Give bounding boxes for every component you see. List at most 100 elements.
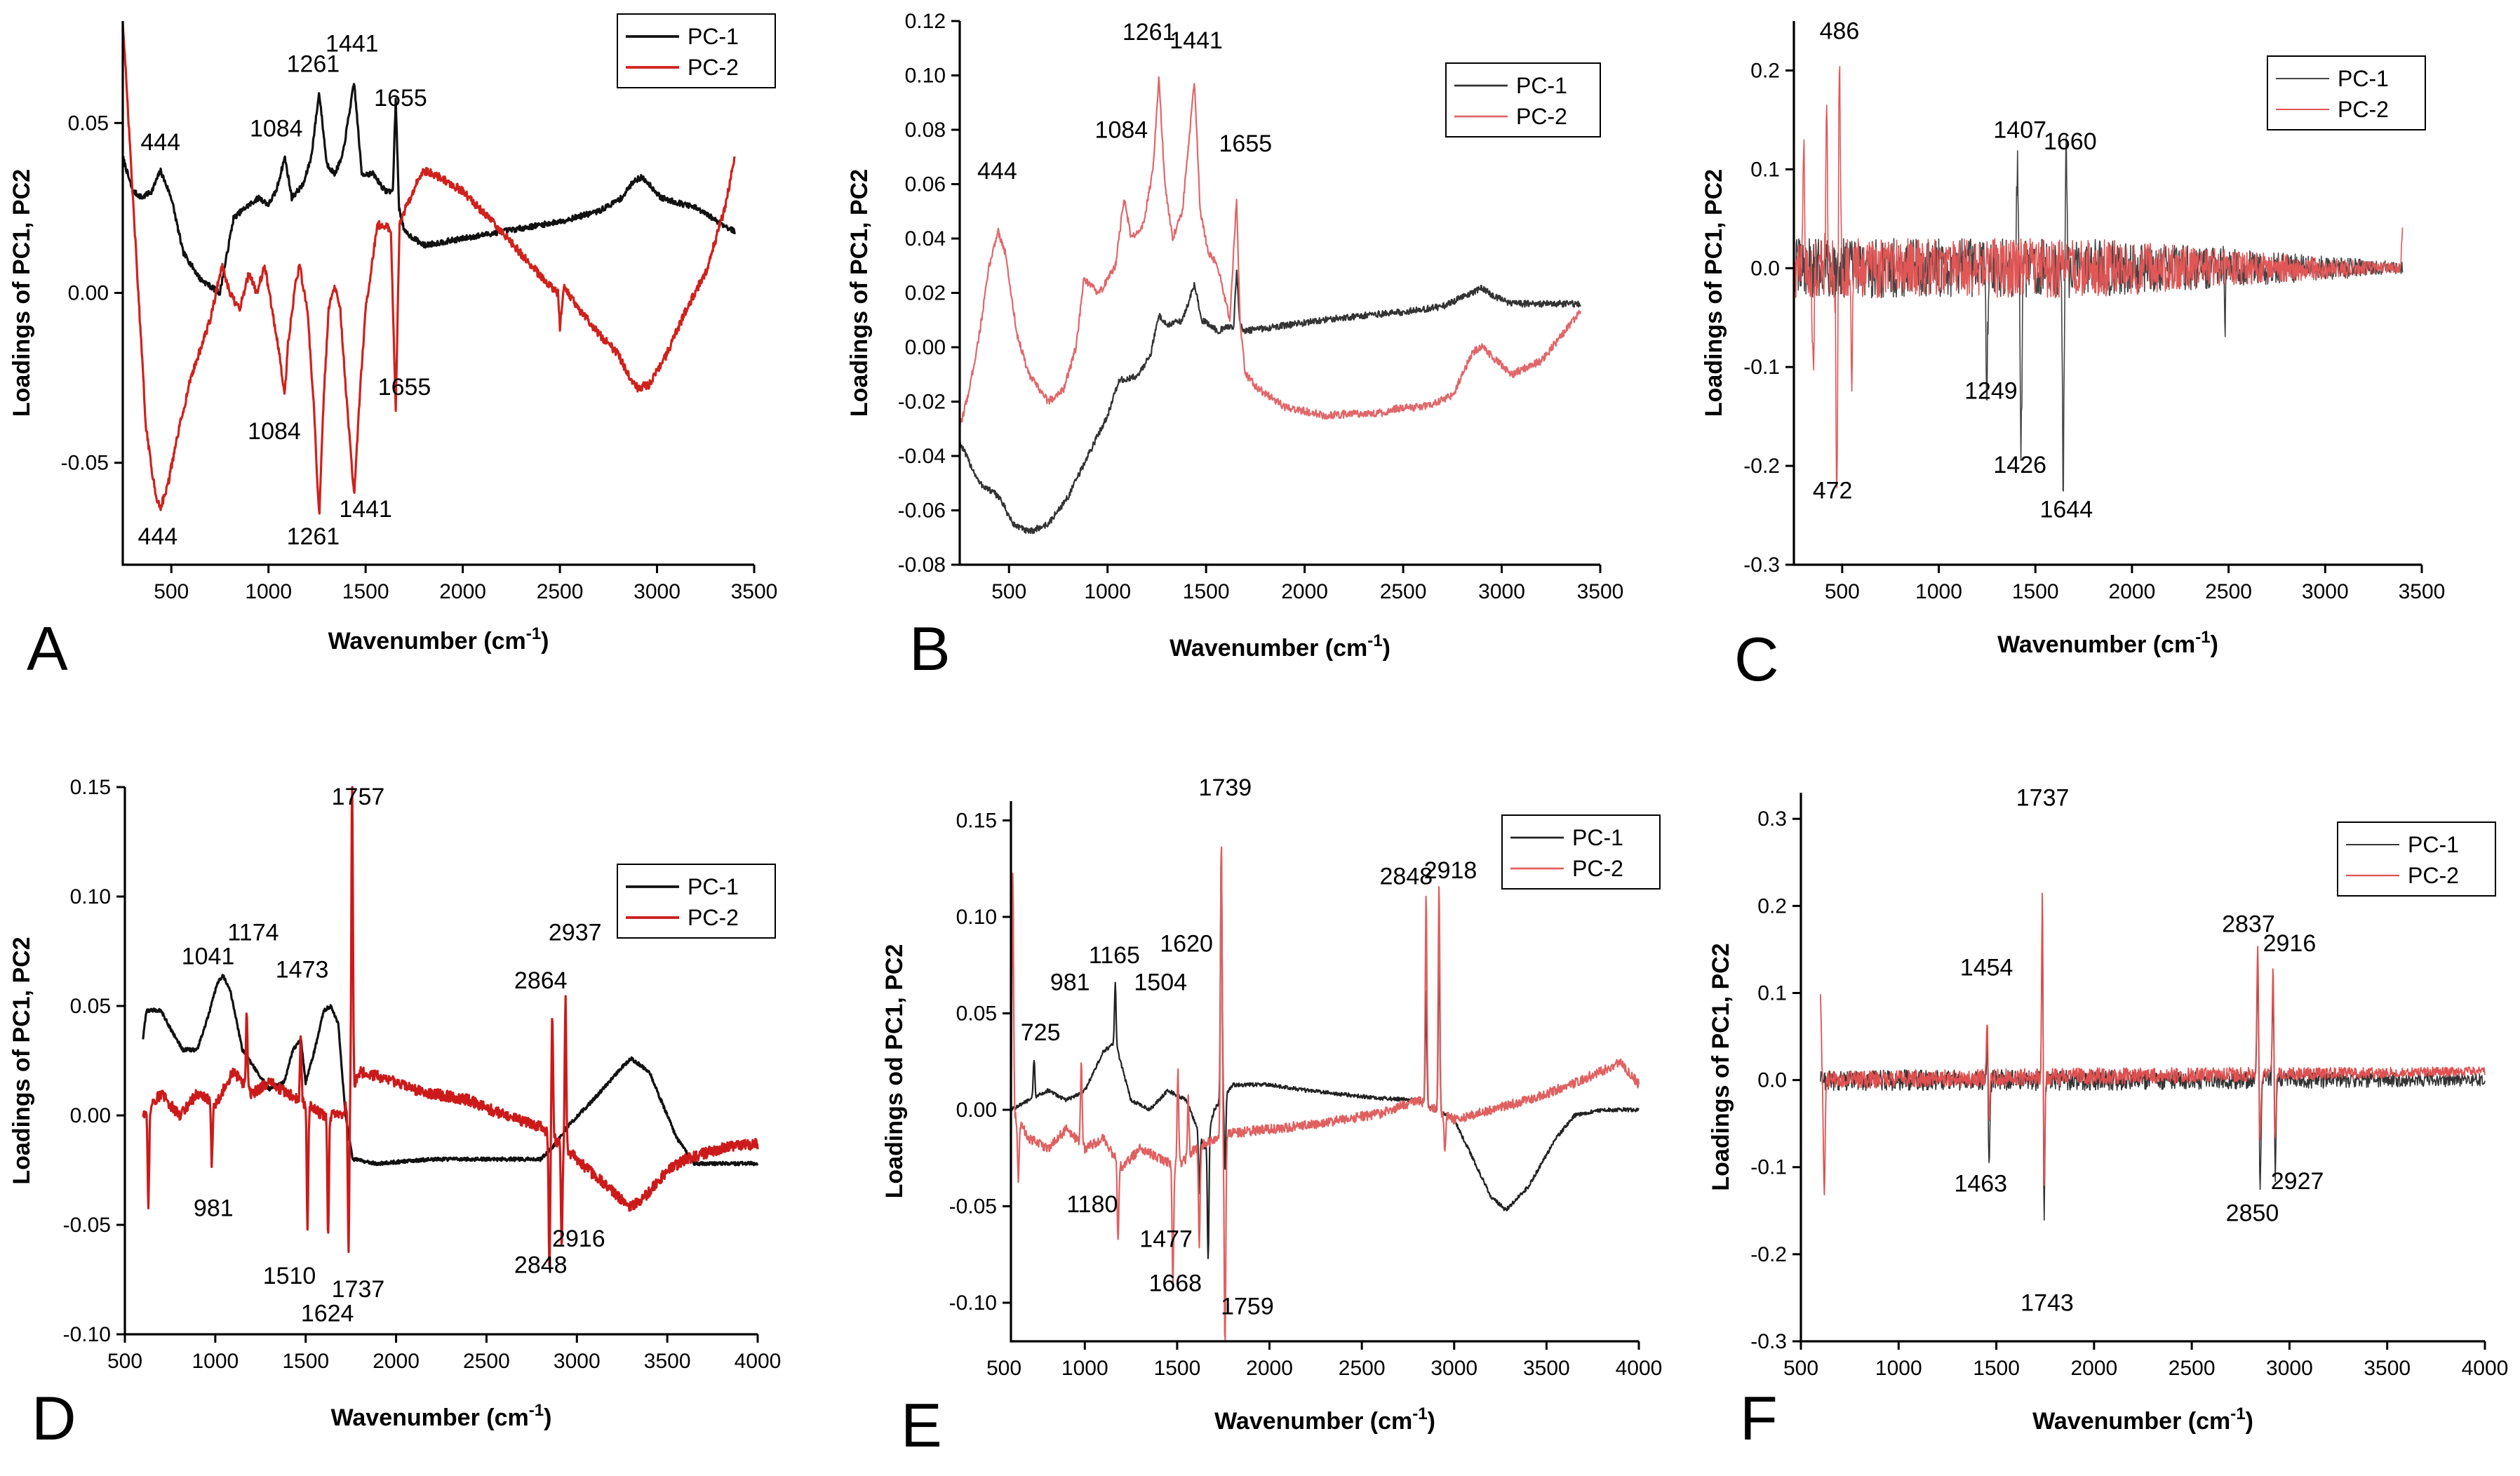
peak-label: 1084: [1095, 117, 1148, 144]
legend-label: PC-1: [2338, 66, 2389, 91]
chart-panel-b: 500 1000 1500 2000 2500 3000 3500 -0.08 -0.06 -0.…: [846, 10, 1623, 683]
y-tick-label: 0.08: [905, 119, 946, 142]
y-tick-label: 0.1: [1757, 981, 1787, 1005]
y-tick-label: -0.1: [1750, 1156, 1787, 1179]
peak-label: 1668: [1148, 1270, 1202, 1297]
x-tick-label: 2500: [1339, 1357, 1386, 1380]
y-tick-label: 0.04: [905, 227, 946, 250]
panel-letter: C: [1734, 624, 1779, 694]
peak-label: 1510: [263, 1263, 316, 1289]
series-line-pc-2: [1010, 846, 1640, 1341]
y-tick-label: -0.3: [1743, 554, 1780, 577]
legend-label: PC-1: [688, 24, 739, 49]
x-tick-label: 3500: [731, 580, 778, 603]
y-tick-label: -0.10: [949, 1292, 997, 1315]
y-tick-label: 0.15: [956, 810, 997, 833]
x-tick-label: 2500: [463, 1350, 510, 1373]
peak-label: 1624: [301, 1300, 354, 1327]
x-axis-label: Wavenumber (cm-1): [1997, 628, 2218, 658]
peak-label: 1249: [1964, 377, 2018, 404]
panel-letter: D: [32, 1383, 76, 1453]
chart-panel-f: 500 1000 1500 2000 2500 3000 3500 4000 -0.3 -0.2 -…: [1708, 785, 2508, 1453]
panel-letter: A: [27, 614, 68, 683]
legend-label: PC-2: [1516, 104, 1567, 129]
peak-label: 1426: [1993, 452, 2046, 478]
series-line-pc-2: [121, 22, 736, 515]
y-tick-label: 0.3: [1757, 807, 1787, 831]
x-tick-label: 3500: [2399, 580, 2446, 603]
legend-label: PC-1: [1572, 825, 1623, 850]
x-axis-label: Wavenumber (cm-1): [328, 624, 549, 655]
x-tick-label: 2000: [373, 1350, 420, 1373]
x-tick-label: 1000: [1915, 580, 1962, 603]
series-line-pc-2: [142, 786, 759, 1267]
peak-label: 444: [977, 158, 1017, 184]
x-tick-label: 500: [991, 580, 1026, 603]
chart-panel-a: 500 1000 1500 2000 2500 3000 3500 -0.05 0.00 0.05…: [8, 13, 778, 683]
legend-label: PC-1: [1516, 73, 1567, 98]
peak-label: 2848: [1380, 863, 1433, 890]
legend-label: PC-1: [2408, 832, 2459, 857]
peak-label: 1261: [1122, 19, 1176, 46]
x-tick-label: 4000: [1616, 1357, 1663, 1380]
peak-label: 2850: [2226, 1200, 2279, 1227]
y-tick-label: -0.2: [1750, 1243, 1787, 1266]
peak-label: 1655: [378, 374, 431, 401]
x-tick-label: 3500: [1523, 1357, 1570, 1380]
x-axis-label: Wavenumber (cm-1): [331, 1401, 552, 1431]
peak-label: 1084: [250, 116, 303, 142]
peak-label: 1084: [248, 418, 301, 445]
x-tick-label: 3000: [634, 580, 681, 603]
peak-label: 444: [140, 129, 180, 156]
peak-label: 1407: [1993, 116, 2046, 143]
y-tick-label: 0.0: [1750, 257, 1780, 280]
panel-letter: B: [909, 614, 951, 683]
series-line-pc-1: [958, 269, 1581, 535]
peak-label: 725: [1021, 1019, 1061, 1046]
x-tick-label: 500: [1825, 580, 1860, 603]
series-line-pc-1: [1793, 135, 2404, 492]
peak-label: 1655: [374, 85, 427, 112]
peak-label: 1441: [326, 31, 379, 58]
legend-box: [1501, 814, 1661, 890]
y-tick-label: 0.05: [956, 1002, 997, 1026]
x-tick-label: 3000: [1478, 580, 1525, 603]
legend-label: PC-2: [688, 55, 739, 80]
peak-label: 1261: [287, 51, 340, 78]
y-axis-label: Loadings of PC1, PC2: [846, 169, 873, 417]
y-tick-label: 0.10: [70, 885, 111, 908]
x-tick-label: 4000: [735, 1350, 782, 1373]
peak-label: 1473: [276, 956, 329, 983]
peak-label: 2927: [2271, 1168, 2324, 1195]
legend-label: PC-2: [2408, 863, 2459, 888]
panel-letter: F: [1740, 1383, 1778, 1453]
peak-label: 2916: [552, 1226, 605, 1252]
peak-label: 1165: [1089, 942, 1140, 969]
x-tick-label: 1000: [1061, 1357, 1108, 1380]
y-tick-label: -0.1: [1743, 356, 1780, 379]
peak-label: 1739: [1199, 774, 1252, 801]
y-tick-label: -0.05: [63, 1214, 111, 1237]
peak-label: 1644: [2039, 496, 2093, 523]
x-axis-label: Wavenumber (cm-1): [1214, 1404, 1435, 1435]
peak-label: 1454: [1960, 955, 2013, 981]
x-tick-label: 1500: [282, 1350, 329, 1373]
x-tick-label: 2500: [2169, 1357, 2216, 1380]
y-tick-label: 0.15: [70, 776, 111, 799]
y-tick-label: 0.2: [1750, 59, 1780, 82]
peak-label: 2937: [549, 919, 602, 946]
y-tick-label: 0.10: [905, 65, 946, 88]
peak-label: 981: [1050, 970, 1090, 996]
y-tick-label: -0.04: [898, 445, 946, 468]
peak-label: 2916: [2263, 930, 2317, 957]
x-axis-label: Wavenumber (cm-1): [1169, 631, 1390, 662]
peak-label: 1477: [1139, 1226, 1193, 1252]
x-tick-label: 3000: [554, 1350, 601, 1373]
x-tick-label: 3500: [2364, 1357, 2411, 1380]
peak-label: 1655: [1219, 130, 1273, 157]
peak-label: 1441: [1169, 27, 1223, 54]
axis-lines: [121, 21, 754, 566]
y-tick-label: 0.00: [905, 336, 946, 359]
peak-label: 1737: [2016, 785, 2070, 812]
peak-label: 1737: [332, 1276, 385, 1303]
